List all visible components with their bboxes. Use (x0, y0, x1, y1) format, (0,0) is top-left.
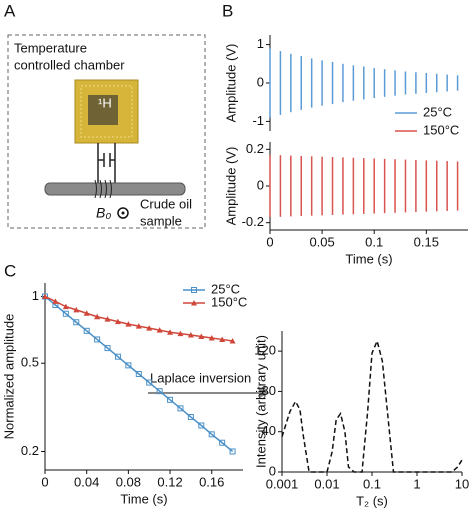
marker (73, 306, 80, 313)
x-tick-label: 0 (41, 474, 48, 489)
wires (97, 143, 116, 185)
annotation: Laplace inversion (150, 370, 251, 385)
marker (198, 333, 205, 339)
marker (191, 287, 197, 293)
marker (177, 330, 184, 337)
legend-label: 25°C (423, 104, 452, 119)
marker (125, 321, 132, 327)
x-tick-label: 0.05 (309, 234, 334, 249)
marker (135, 371, 142, 378)
x-axis-label: Time (s) (120, 491, 167, 506)
pipe (44, 182, 186, 196)
panel-label: A (4, 1, 16, 20)
x-tick-label: 0.12 (157, 474, 182, 489)
field-symbol (117, 207, 129, 219)
marker (208, 431, 215, 438)
marker (135, 323, 142, 329)
y-tick-label: 80 (262, 383, 276, 398)
line (281, 338, 463, 473)
x-tick-label: 0.15 (414, 234, 439, 249)
chamber-box (7, 34, 206, 229)
legend-label: 150°C (211, 294, 247, 309)
chamber-label: Temperature (14, 40, 87, 55)
x-tick-label: 0.16 (199, 474, 224, 489)
panel-label: C (4, 261, 16, 280)
marker (62, 310, 69, 317)
y-tick-label: 0 (269, 463, 276, 478)
marker (114, 353, 121, 360)
chamber-label: controlled chamber (14, 57, 125, 72)
diagram: Temperature controlled chamber ¹H B₀ Cru… (7, 34, 206, 229)
marker (229, 337, 236, 344)
y-axis-label: Normalized amplitude (1, 314, 16, 440)
marker (219, 336, 226, 342)
marker (125, 362, 132, 369)
y-axis-label: Intensity (arbitrary unit) (253, 335, 268, 468)
marker (146, 379, 153, 386)
field-label: B₀ (96, 205, 111, 221)
marker (156, 327, 163, 333)
x-tick-label: 0.1 (365, 234, 383, 249)
x-tick-label: 0.01 (314, 476, 339, 491)
marker (167, 329, 174, 335)
chip-pads (80, 85, 133, 138)
marker (73, 319, 80, 326)
y-tick-label: 120 (254, 343, 276, 358)
x-tick-label: 1 (413, 476, 420, 491)
x-tick-label: 0.1 (363, 476, 381, 491)
y-tick-label: 1 (32, 288, 39, 303)
marker (167, 396, 174, 403)
nucleus-label: ¹H (98, 95, 112, 110)
line (44, 295, 234, 453)
y-tick-label: -0.2 (242, 214, 264, 229)
marker (219, 439, 226, 446)
marker (187, 332, 194, 338)
y-axis-label: Amplitude (V) (223, 147, 238, 226)
chip-core (88, 95, 118, 125)
x-tick-label: 0.04 (74, 474, 99, 489)
y-tick-label: 0.5 (21, 355, 39, 370)
x-tick-label: 0.001 (266, 476, 299, 491)
coil (94, 179, 112, 199)
marker (83, 327, 90, 334)
marker (146, 325, 153, 331)
marker (208, 334, 215, 341)
marker (94, 313, 101, 320)
arrow-head (259, 388, 270, 398)
x-tick-label: 0 (266, 234, 273, 249)
x-axis-label: T₂ (s) (356, 493, 388, 508)
legend-label: 150°C (423, 122, 459, 137)
field-symbol (121, 211, 125, 215)
marker (42, 293, 48, 299)
y-tick-label: 1 (257, 36, 264, 51)
marker (229, 448, 236, 455)
marker (187, 414, 194, 421)
x-tick-label: 0.08 (116, 474, 141, 489)
y-tick-label: 0.2 (246, 141, 264, 156)
sample-label: sample (140, 213, 182, 228)
marker (156, 388, 163, 395)
y-tick-label: 40 (262, 423, 276, 438)
x-axis-label: Time (s) (345, 251, 392, 266)
legend-label: 25°C (211, 281, 240, 296)
marker (94, 336, 101, 343)
y-tick-label: 0 (257, 74, 264, 89)
marker (177, 405, 184, 412)
marker (104, 316, 111, 322)
x-tick-label: 10 (455, 476, 469, 491)
marker (114, 318, 121, 325)
marker (62, 303, 69, 310)
marker (198, 422, 205, 429)
y-axis-label: Amplitude (V) (223, 44, 238, 123)
sample-label: Crude oil (140, 196, 192, 211)
marker (52, 298, 59, 304)
y-tick-label: 0.2 (21, 443, 39, 458)
marker (83, 310, 90, 316)
y-tick-label: 0 (257, 177, 264, 192)
y-tick-label: -1 (252, 113, 264, 128)
marker (191, 300, 197, 306)
marker (104, 345, 111, 352)
panel-label: B (222, 1, 233, 20)
